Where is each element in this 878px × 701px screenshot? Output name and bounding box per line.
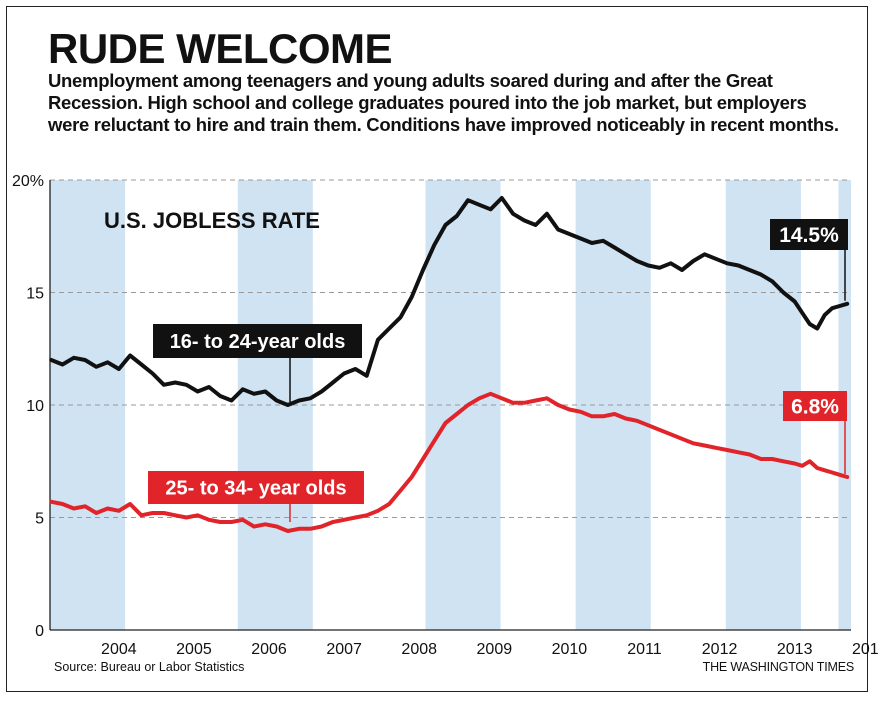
x-tick-label-2007: 2007 xyxy=(326,641,362,658)
value-label-16-24-box xyxy=(770,219,848,250)
series-label-16-24-text: 16- to 24-year olds xyxy=(170,331,346,353)
page-subtitle: Unemployment among teenagers and young a… xyxy=(48,70,839,135)
source-note: Source: Bureau or Labor Statistics xyxy=(54,660,245,674)
value-label-16-24-text: 14.5% xyxy=(779,224,839,247)
series-label-16-24-box xyxy=(153,324,362,358)
x-tick-label-2004: 2004 xyxy=(101,641,137,658)
y-tick-label-15: 15 xyxy=(26,286,44,303)
series-line-0 xyxy=(49,196,850,407)
series-lines xyxy=(49,196,850,533)
series-line-1 xyxy=(49,391,850,533)
shaded-band-2 xyxy=(425,180,501,630)
x-tick-label-2012: 2012 xyxy=(702,641,738,658)
chart-title: U.S. JOBLESS RATE xyxy=(104,208,320,233)
x-tick-label-2008: 2008 xyxy=(401,641,437,658)
value-label-25-34-text: 6.8% xyxy=(791,396,839,419)
x-tick-label-2013: 2013 xyxy=(777,641,813,658)
x-tick-label-2010: 2010 xyxy=(552,641,588,658)
x-tick-label-2011: 2011 xyxy=(627,641,662,658)
x-tick-label-2009: 2009 xyxy=(477,641,513,658)
value-label-16-24: 14.5% xyxy=(770,219,848,250)
gridlines xyxy=(49,179,851,631)
series-label-16-24: 16- to 24-year olds xyxy=(153,324,362,358)
series-label-25-34-text: 25- to 34- year olds xyxy=(165,478,346,500)
y-tick-label-5: 5 xyxy=(35,511,44,528)
x-tick-labels: 2004 2005 2006 2007 2008 2009 2010 2011 2012 2013… xyxy=(101,641,878,658)
value-label-25-34: 6.8% xyxy=(783,391,847,421)
x-tick-label-2006: 2006 xyxy=(251,641,287,658)
series-label-25-34: 25- to 34- year olds xyxy=(148,471,364,504)
y-tick-label-0: 0 xyxy=(35,623,44,640)
y-tick-label-10: 10 xyxy=(26,398,44,415)
value-label-25-34-box xyxy=(783,391,847,421)
x-tick-label-2005: 2005 xyxy=(176,641,212,658)
page-title: RUDE WELCOME xyxy=(48,25,393,72)
chart-annotations: 16- to 24-year olds 25- to 34- year olds 1… xyxy=(148,219,848,522)
x-tick-label-2014: 2014 xyxy=(852,641,878,658)
y-tick-labels: 0 5 10 15 20% xyxy=(12,173,44,640)
credit-line: THE WASHINGTON TIMES xyxy=(702,660,855,674)
series-label-25-34-box xyxy=(148,471,364,504)
y-tick-label-20: 20% xyxy=(12,173,44,190)
